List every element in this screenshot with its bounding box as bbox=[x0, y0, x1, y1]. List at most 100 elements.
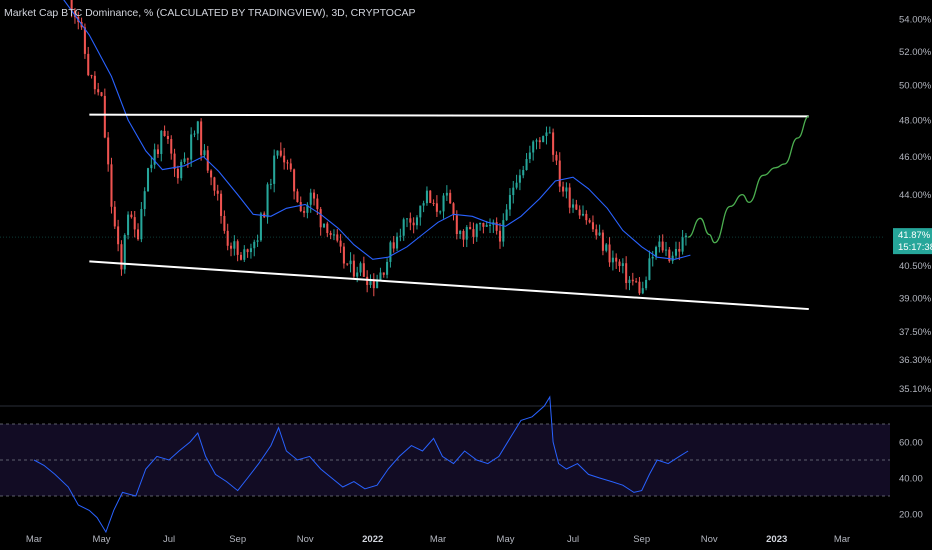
rsi-tick-label: 40.00 bbox=[899, 474, 923, 485]
candle-body bbox=[538, 140, 541, 143]
candle-body bbox=[655, 247, 658, 257]
candle-body bbox=[220, 193, 223, 216]
time-tick-label: Nov bbox=[297, 534, 314, 545]
candle-body bbox=[482, 223, 485, 227]
candle-body bbox=[117, 226, 120, 245]
price-axis[interactable]: 35.10% 36.30% 37.50% 39.00% 40.50% 44.00% 46.0… bbox=[899, 15, 932, 395]
candle-body bbox=[303, 211, 306, 213]
rsi-axis[interactable]: 60.00 40.00 20.00 bbox=[899, 438, 923, 521]
candle-body bbox=[595, 229, 598, 236]
candle-body bbox=[465, 227, 468, 240]
candle-body bbox=[276, 150, 279, 156]
candle-body bbox=[452, 203, 455, 216]
candle-body bbox=[273, 155, 276, 184]
candle-body bbox=[216, 190, 219, 194]
candle-body bbox=[70, 0, 73, 11]
rsi-tick-label: 20.00 bbox=[899, 510, 923, 521]
candle-body bbox=[661, 241, 664, 251]
candle-body bbox=[229, 245, 233, 249]
candle-body bbox=[130, 214, 133, 218]
candle-body bbox=[170, 139, 173, 154]
candle-body bbox=[336, 234, 339, 241]
candle-body bbox=[322, 223, 326, 228]
candle-body bbox=[635, 281, 638, 283]
candle-body bbox=[293, 169, 296, 192]
time-axis[interactable]: Mar May Jul Sep Nov 2022 Mar May Jul Sep Nov 2023 Ma… bbox=[26, 534, 850, 545]
candle-body bbox=[93, 75, 96, 90]
time-tick-label: Sep bbox=[633, 534, 650, 545]
candle-body bbox=[621, 263, 624, 267]
candle-body bbox=[359, 263, 362, 273]
candle-body bbox=[445, 192, 448, 196]
time-tick-label: Sep bbox=[229, 534, 246, 545]
candle-body bbox=[166, 135, 169, 140]
candle-body bbox=[110, 164, 113, 207]
candle-body bbox=[562, 186, 565, 192]
candle-body bbox=[120, 244, 123, 270]
candle-body bbox=[83, 27, 86, 54]
candle-body bbox=[156, 149, 159, 154]
candle-body bbox=[475, 224, 478, 237]
projection-path[interactable] bbox=[687, 115, 810, 244]
candle-body bbox=[674, 248, 678, 256]
candle-body bbox=[578, 209, 581, 216]
trendline-lower[interactable] bbox=[89, 260, 809, 311]
candle-body bbox=[356, 272, 359, 277]
candle-body bbox=[352, 260, 355, 277]
candle-body bbox=[498, 230, 502, 242]
candle-body bbox=[150, 164, 153, 169]
candle-body bbox=[389, 242, 392, 262]
candle-body bbox=[681, 237, 684, 252]
candle-body bbox=[97, 89, 100, 93]
candle-body bbox=[236, 241, 239, 255]
candle-body bbox=[601, 232, 604, 251]
candle-body bbox=[399, 235, 402, 237]
candle-body bbox=[107, 137, 110, 165]
candle-body bbox=[153, 149, 156, 165]
candle-body bbox=[246, 249, 249, 253]
candle-body bbox=[645, 279, 648, 289]
candle-body bbox=[505, 209, 508, 221]
candle-body bbox=[87, 53, 90, 76]
last-price-countdown: 15:17:38 bbox=[898, 242, 932, 253]
time-tick-label: 2022 bbox=[362, 534, 383, 545]
candle-body bbox=[485, 224, 488, 227]
candle-body bbox=[143, 191, 146, 210]
candle-body bbox=[585, 213, 588, 221]
candle-body bbox=[332, 234, 335, 236]
candle-body bbox=[306, 204, 309, 213]
candle-body bbox=[366, 276, 369, 285]
candle-body bbox=[382, 272, 385, 275]
candle-body bbox=[572, 204, 575, 208]
projection-layer bbox=[687, 115, 810, 244]
time-tick-label: Jul bbox=[163, 534, 175, 545]
candle-body bbox=[568, 187, 571, 208]
candle-body bbox=[575, 204, 578, 210]
candle-body bbox=[346, 263, 349, 265]
trendline-upper[interactable] bbox=[89, 113, 809, 118]
candle-body bbox=[329, 233, 332, 235]
price-tick-label: 36.30% bbox=[899, 355, 932, 366]
price-tick-label: 48.00% bbox=[899, 115, 932, 126]
candle-body bbox=[608, 244, 611, 263]
candle-body bbox=[160, 130, 163, 154]
candle-body bbox=[123, 234, 126, 270]
candle-body bbox=[638, 281, 641, 294]
candle-body bbox=[73, 10, 76, 17]
candle-body bbox=[213, 177, 216, 191]
candle-body bbox=[113, 206, 116, 227]
candle-body bbox=[419, 205, 422, 218]
candle-body bbox=[641, 288, 644, 294]
time-tick-label: May bbox=[93, 534, 111, 545]
candle-body bbox=[140, 209, 143, 240]
candle-body bbox=[522, 170, 525, 176]
candle-body bbox=[256, 240, 259, 242]
candle-body bbox=[203, 150, 206, 156]
rsi-line bbox=[33, 395, 689, 534]
candle-body bbox=[269, 183, 272, 185]
price-tick-label: 40.50% bbox=[899, 261, 932, 272]
candle-body bbox=[648, 258, 651, 280]
candle-body bbox=[591, 222, 594, 230]
price-tick-label: 44.00% bbox=[899, 190, 932, 201]
